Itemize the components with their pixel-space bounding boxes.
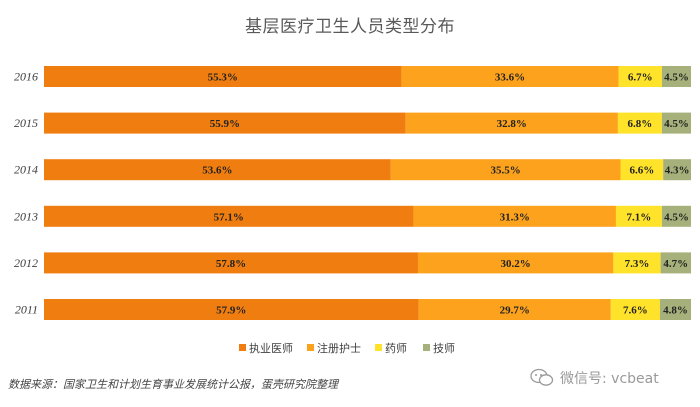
data-label: 4.5% bbox=[664, 118, 689, 130]
bar-segment bbox=[401, 66, 619, 87]
source-note: 数据来源：国家卫生和计划生育事业发展统计公报，蛋壳研究院整理 bbox=[8, 378, 338, 391]
data-label: 57.1% bbox=[214, 211, 244, 223]
legend-swatch bbox=[375, 344, 382, 351]
data-label: 4.5% bbox=[664, 211, 689, 223]
bar-segment bbox=[618, 66, 662, 87]
y-tick-label: 2015 bbox=[14, 116, 38, 130]
bar-segment bbox=[660, 252, 691, 274]
bar-segment bbox=[44, 205, 414, 227]
bar-segment bbox=[617, 112, 662, 134]
watermark-text: 微信号: vcbeat bbox=[560, 371, 659, 387]
labels-layer: 2016 55.3% 33.6% 6.7% 4.5% 2015 55.9% 32.8% 6.8%… bbox=[14, 70, 689, 317]
data-label: 4.8% bbox=[663, 305, 688, 317]
y-tick-label: 2014 bbox=[14, 163, 38, 177]
bar-segment bbox=[615, 205, 662, 227]
bar-segment bbox=[413, 205, 616, 227]
y-tick-label: 2012 bbox=[14, 256, 38, 270]
bar-segment bbox=[663, 159, 691, 181]
data-label: 7.3% bbox=[625, 258, 650, 270]
data-label: 53.6% bbox=[202, 165, 232, 177]
bar-segment bbox=[659, 299, 691, 320]
legend-swatch bbox=[423, 344, 430, 351]
bar-segment bbox=[390, 159, 621, 181]
bar-segment bbox=[44, 159, 391, 181]
bar-segment bbox=[661, 66, 691, 87]
data-label: 4.3% bbox=[665, 165, 690, 177]
y-tick-label: 2016 bbox=[14, 70, 38, 84]
bar-segment bbox=[661, 205, 691, 227]
data-label: 55.9% bbox=[210, 118, 240, 130]
bar-segment bbox=[44, 299, 419, 320]
bar-segment bbox=[417, 252, 614, 274]
legend-label: 药师 bbox=[385, 342, 407, 355]
data-label: 6.6% bbox=[629, 165, 654, 177]
data-label: 57.8% bbox=[216, 258, 246, 270]
data-label: 6.7% bbox=[628, 72, 653, 84]
data-label: 32.8% bbox=[497, 118, 527, 130]
legend-swatch bbox=[239, 344, 246, 351]
wechat-icon bbox=[530, 368, 554, 388]
bar-segment bbox=[418, 299, 611, 320]
data-label: 31.3% bbox=[500, 211, 530, 223]
data-label: 4.5% bbox=[664, 72, 689, 84]
legend-label: 执业医师 bbox=[249, 341, 293, 355]
data-label: 7.1% bbox=[627, 211, 652, 223]
watermark: 微信号: vcbeat bbox=[530, 368, 659, 388]
bar-segment bbox=[44, 252, 418, 274]
legend-label: 注册护士 bbox=[317, 341, 361, 355]
data-label: 35.5% bbox=[491, 165, 521, 177]
y-tick-label: 2011 bbox=[15, 303, 38, 317]
bar-segment bbox=[613, 252, 661, 274]
chart-title: 基层医疗卫生人员类型分布 bbox=[245, 17, 455, 37]
bar-segment bbox=[44, 66, 402, 87]
data-label: 6.8% bbox=[628, 118, 653, 130]
bar-segment bbox=[610, 299, 660, 320]
data-label: 30.2% bbox=[501, 258, 531, 270]
legend-swatch bbox=[307, 344, 314, 351]
data-label: 4.7% bbox=[663, 258, 688, 270]
bar-segment bbox=[620, 159, 664, 181]
legend-label: 技师 bbox=[433, 342, 455, 355]
data-label: 57.9% bbox=[216, 305, 246, 317]
bar-segment bbox=[661, 112, 691, 134]
y-tick-label: 2013 bbox=[14, 209, 38, 223]
data-label: 7.6% bbox=[623, 305, 648, 317]
data-label: 33.6% bbox=[495, 72, 525, 84]
data-label: 29.7% bbox=[500, 305, 530, 317]
bar-segment bbox=[405, 112, 618, 134]
bars-layer bbox=[44, 66, 691, 320]
legend: 执业医师 注册护士 药师 技师 bbox=[239, 341, 455, 355]
bar-segment bbox=[44, 112, 406, 134]
data-label: 55.3% bbox=[208, 72, 238, 84]
